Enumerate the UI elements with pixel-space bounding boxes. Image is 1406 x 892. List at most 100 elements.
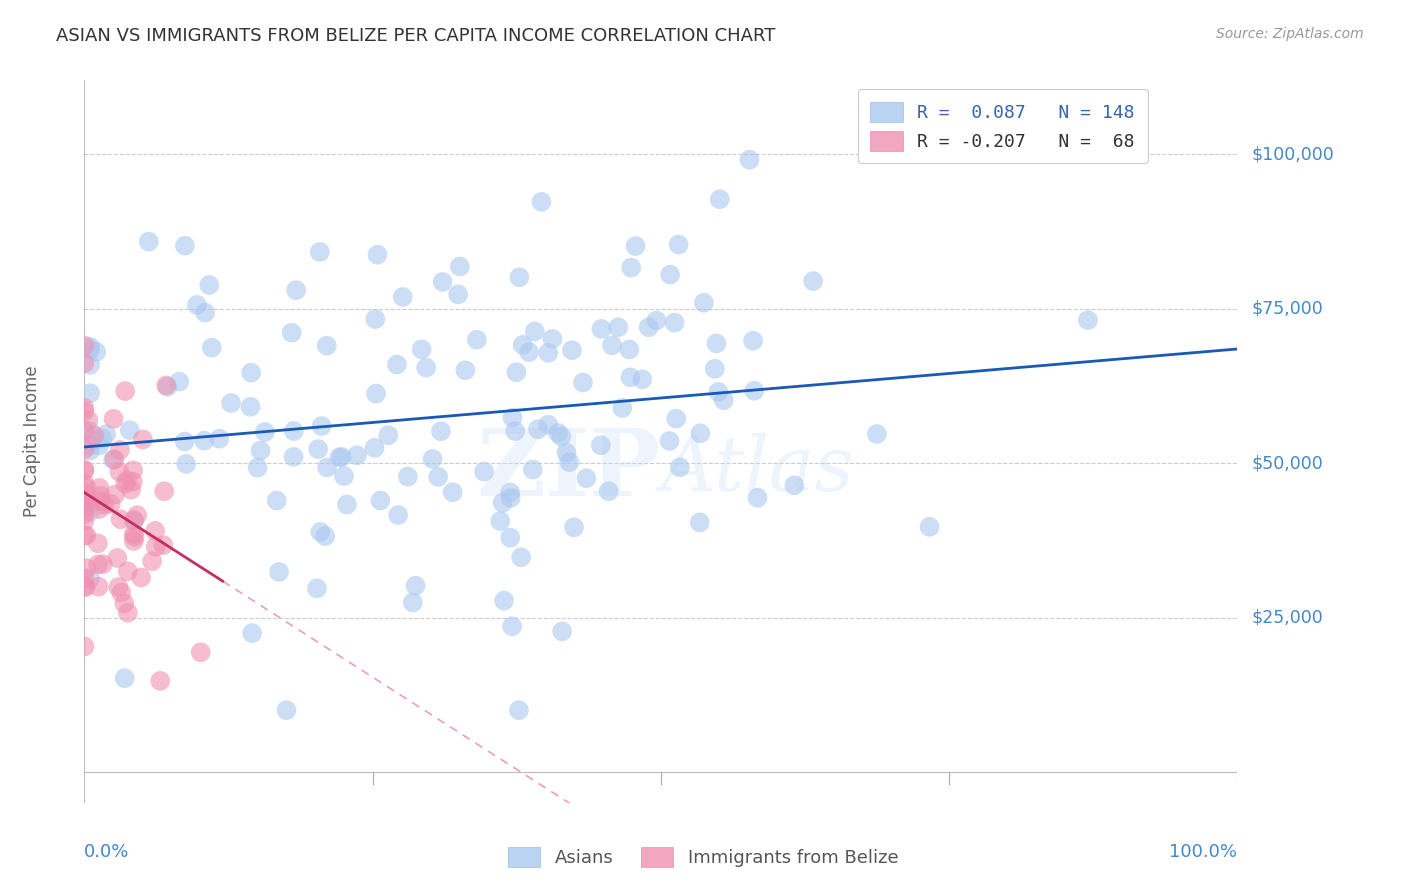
Point [122, 463, 145, 477]
Point [668, 460, 690, 475]
Point [472, 465, 495, 479]
Point [124, 530, 146, 544]
Point [246, 460, 269, 475]
Point [305, 582, 328, 596]
Point [415, 360, 437, 375]
Point [94, 427, 117, 442]
Point [155, 378, 177, 392]
Point [103, 452, 125, 467]
Point [333, 469, 356, 483]
Point [73, 338, 96, 352]
Point [143, 524, 166, 538]
Point [503, 424, 526, 438]
Point [73, 508, 96, 522]
Point [396, 469, 419, 483]
Point [547, 425, 569, 440]
Point [73, 442, 96, 457]
Point [363, 441, 385, 455]
Point [73, 463, 96, 477]
Point [240, 626, 263, 640]
Point [132, 433, 155, 447]
Point [572, 376, 595, 390]
Point [405, 579, 427, 593]
Point [668, 237, 690, 252]
Text: 0.0%: 0.0% [84, 843, 129, 861]
Point [522, 462, 544, 476]
Point [346, 448, 368, 462]
Point [79, 343, 101, 357]
Point [240, 366, 263, 380]
Point [637, 320, 659, 334]
Point [510, 550, 533, 565]
Point [562, 520, 585, 534]
Point [115, 474, 138, 488]
Point [918, 520, 941, 534]
Point [366, 248, 388, 262]
Point [706, 336, 728, 351]
Point [558, 455, 581, 469]
Point [364, 386, 387, 401]
Point [87, 558, 110, 572]
Legend: Asians, Immigrants from Belize: Asians, Immigrants from Belize [501, 839, 905, 874]
Point [73, 580, 96, 594]
Point [77, 413, 100, 427]
Point [103, 411, 125, 425]
Point [555, 445, 578, 459]
Point [100, 497, 122, 511]
Point [79, 497, 101, 511]
Point [152, 538, 174, 552]
Point [91, 431, 114, 445]
Point [664, 316, 686, 330]
Text: ZIP: ZIP [477, 425, 661, 516]
Point [411, 343, 433, 357]
Point [328, 450, 350, 465]
Point [127, 508, 149, 523]
Point [114, 671, 136, 685]
Point [283, 450, 305, 464]
Point [73, 424, 96, 438]
Point [138, 235, 160, 249]
Point [491, 496, 513, 510]
Point [145, 540, 167, 554]
Point [83, 428, 105, 442]
Point [689, 426, 711, 441]
Point [90, 494, 112, 508]
Text: Atlas: Atlas [661, 434, 855, 508]
Point [307, 442, 329, 456]
Point [499, 485, 522, 500]
Point [219, 396, 242, 410]
Point [801, 274, 824, 288]
Text: $50,000: $50,000 [1251, 454, 1323, 472]
Point [73, 492, 96, 507]
Point [624, 239, 647, 253]
Point [90, 489, 112, 503]
Point [114, 476, 136, 491]
Point [432, 275, 454, 289]
Point [120, 483, 142, 497]
Point [364, 312, 387, 326]
Point [110, 512, 132, 526]
Point [377, 428, 399, 442]
Point [73, 501, 96, 516]
Point [747, 491, 769, 505]
Point [866, 427, 889, 442]
Point [561, 343, 583, 358]
Point [122, 534, 145, 549]
Point [201, 341, 224, 355]
Point [73, 401, 96, 415]
Point [489, 514, 512, 528]
Point [87, 580, 110, 594]
Point [73, 571, 96, 585]
Point [508, 703, 530, 717]
Point [449, 260, 471, 274]
Point [658, 434, 681, 448]
Point [114, 384, 136, 398]
Point [283, 424, 305, 438]
Point [619, 370, 641, 384]
Point [336, 498, 359, 512]
Point [73, 640, 96, 654]
Point [79, 571, 101, 585]
Point [84, 344, 107, 359]
Point [454, 363, 477, 377]
Point [104, 487, 127, 501]
